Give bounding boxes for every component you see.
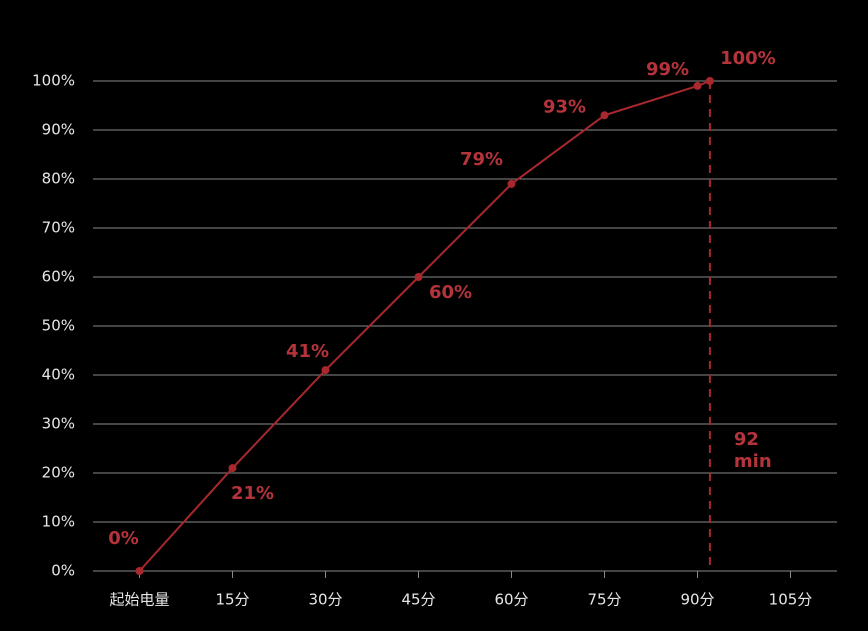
y-tick-label: 0% bbox=[51, 562, 75, 580]
y-tick-label: 100% bbox=[32, 72, 75, 90]
x-tick-label: 75分 bbox=[587, 591, 621, 609]
point bbox=[135, 567, 144, 575]
line bbox=[138, 80, 711, 572]
x-tick-label: 30分 bbox=[308, 591, 342, 609]
x-tick-label: 90分 bbox=[680, 591, 714, 609]
point bbox=[507, 179, 516, 188]
y-tick-label: 90% bbox=[42, 121, 75, 139]
x-tick-label: 60分 bbox=[494, 591, 528, 609]
y-tick-label: 80% bbox=[42, 170, 75, 188]
value-label: 79% bbox=[460, 149, 503, 170]
point bbox=[321, 366, 330, 375]
point bbox=[228, 464, 237, 473]
value-label: 93% bbox=[543, 96, 586, 117]
y-tick-label: 20% bbox=[42, 464, 75, 482]
point bbox=[414, 273, 423, 281]
point bbox=[600, 111, 609, 120]
marker-label: min bbox=[734, 451, 772, 472]
y-tick-label: 70% bbox=[42, 219, 75, 237]
value-label: 60% bbox=[429, 282, 472, 303]
value-label: 99% bbox=[646, 59, 689, 80]
y-tick-label: 60% bbox=[42, 268, 75, 286]
x-tick-label: 45分 bbox=[401, 591, 435, 609]
marker-label: 92 bbox=[734, 429, 759, 450]
y-tick-label: 10% bbox=[42, 513, 75, 531]
value-label: 21% bbox=[231, 483, 274, 504]
point bbox=[693, 81, 702, 90]
x-tick-label: 105分 bbox=[769, 591, 813, 609]
value-label: 0% bbox=[108, 528, 139, 549]
x-tick-label: 起始电量 bbox=[109, 591, 169, 609]
point bbox=[705, 77, 714, 85]
y-tick-label: 40% bbox=[42, 366, 75, 384]
value-label: 41% bbox=[286, 341, 329, 362]
y-tick-label: 30% bbox=[42, 415, 75, 433]
x-tick-label: 15分 bbox=[215, 591, 249, 609]
value-label: 100% bbox=[720, 48, 776, 69]
y-tick-label: 50% bbox=[42, 317, 75, 335]
